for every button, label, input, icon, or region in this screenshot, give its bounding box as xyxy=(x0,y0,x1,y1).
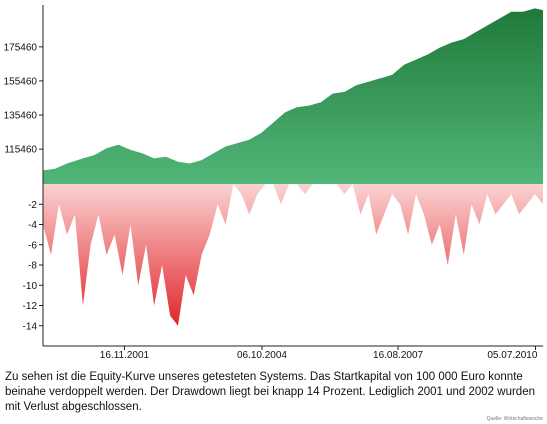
equity-tick-label: 135460 xyxy=(4,111,38,122)
drawdown-tick-label: -12 xyxy=(23,301,38,312)
equity-tick-label: 155460 xyxy=(4,76,38,87)
drawdown-tick-label: -14 xyxy=(23,321,38,332)
equity-drawdown-chart: 115460 135460 155460 175460 -2 -4 -6 -8 -10 -12 -1… xyxy=(4,5,543,361)
equity-tick-label: 115460 xyxy=(4,145,37,156)
equity-tick-label: 175460 xyxy=(4,42,38,53)
drawdown-tick-label: -10 xyxy=(23,281,38,292)
drawdown-tick-label: -6 xyxy=(28,240,37,251)
chart-caption: Zu sehen ist die Equity-Kurve unseres ge… xyxy=(5,371,535,413)
drawdown-tick-label: -8 xyxy=(28,261,37,272)
drawdown-area xyxy=(43,184,543,326)
drawdown-tick-label: -4 xyxy=(28,220,37,231)
x-tick-label: 16.08.2007 xyxy=(373,350,423,361)
x-tick-label: 16.11.2001 xyxy=(100,350,150,361)
equity-area xyxy=(43,8,543,185)
source-note: Quelle: Wirtschaftswoche xyxy=(486,416,543,422)
drawdown-tick-label: -2 xyxy=(28,200,37,211)
x-tick-label: 05.07.2010 xyxy=(487,350,537,361)
x-tick-label: 06.10.2004 xyxy=(237,350,287,361)
